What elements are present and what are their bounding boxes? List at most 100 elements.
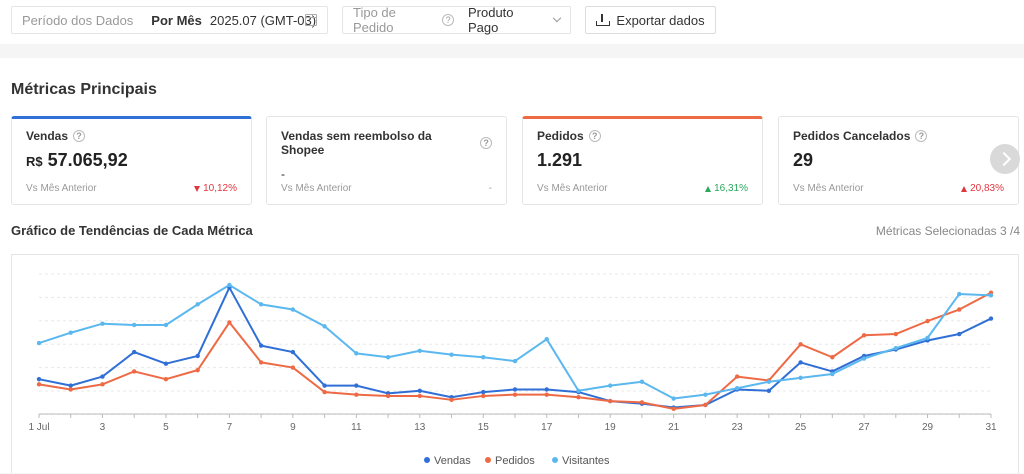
- data-point-vendas: [132, 349, 137, 355]
- series-line-visitantes: [38, 284, 992, 400]
- period-label: Período dos Dados: [22, 12, 134, 28]
- change-value: 16,31%: [714, 183, 748, 194]
- data-point-pedidos: [893, 331, 898, 337]
- data-point-visitantes: [36, 340, 42, 346]
- metric-card-pedidos-cancelados[interactable]: Pedidos Cancelados? 29 Vs Mês Anterior 2…: [778, 116, 1019, 205]
- help-icon[interactable]: ?: [442, 14, 454, 26]
- data-point-visitantes: [132, 322, 137, 328]
- data-point-visitantes: [671, 396, 676, 401]
- data-point-visitantes: [512, 358, 518, 364]
- x-tick-label: 31: [985, 422, 997, 433]
- metric-card-vendas[interactable]: Vendas? R$ 57.065,92 Vs Mês Anterior 10,…: [11, 116, 252, 205]
- data-point-visitantes: [322, 324, 327, 329]
- data-point-visitantes: [861, 356, 867, 361]
- data-point-vendas: [512, 387, 518, 392]
- x-tick-label: 3: [100, 422, 106, 433]
- data-point-vendas: [417, 388, 422, 393]
- data-point-visitantes: [988, 293, 994, 298]
- x-tick-label: 5: [163, 422, 169, 433]
- help-icon[interactable]: ?: [915, 130, 928, 142]
- x-tick-label: 7: [227, 422, 233, 433]
- help-icon[interactable]: ?: [480, 137, 492, 149]
- period-mode: Por Mês: [151, 12, 202, 28]
- data-point-vendas: [544, 387, 549, 392]
- help-icon[interactable]: ?: [73, 130, 86, 142]
- data-point-vendas: [258, 343, 264, 348]
- data-point-visitantes: [227, 282, 232, 288]
- data-point-pedidos: [798, 342, 803, 347]
- card-title-text: Pedidos: [537, 129, 584, 143]
- data-point-pedidos: [417, 393, 422, 399]
- chevron-right-icon[interactable]: [990, 144, 1020, 174]
- x-tick-label: 1 Jul: [28, 422, 49, 433]
- x-tick-label: 17: [541, 422, 553, 433]
- compare-label: Vs Mês Anterior: [281, 183, 352, 194]
- metric-card-pedidos[interactable]: Pedidos? 1.291 Vs Mês Anterior 16,31%: [522, 116, 763, 205]
- card-value-text: 57.065,92: [42, 150, 128, 170]
- metric-card-vendas-sem-reembolso[interactable]: Vendas sem reembolso da Shopee? - Vs Mês…: [266, 116, 507, 205]
- data-point-pedidos: [957, 307, 962, 312]
- data-point-visitantes: [354, 351, 359, 356]
- x-tick-label: 29: [922, 422, 934, 433]
- data-point-pedidos: [639, 400, 645, 405]
- legend-label-visitantes: Visitantes: [562, 455, 610, 467]
- data-point-visitantes: [68, 330, 73, 335]
- card-footer: Vs Mês Anterior 20,83%: [793, 183, 1004, 194]
- help-icon[interactable]: ?: [588, 130, 601, 142]
- x-tick-label: 9: [290, 422, 296, 433]
- data-point-pedidos: [861, 333, 867, 338]
- data-point-vendas: [481, 389, 486, 395]
- card-title-text: Vendas: [26, 129, 69, 143]
- data-point-vendas: [354, 383, 359, 388]
- compare-label: Vs Mês Anterior: [26, 183, 97, 194]
- data-point-visitantes: [417, 348, 422, 353]
- data-point-pedidos: [925, 318, 930, 324]
- data-point-visitantes: [639, 379, 645, 384]
- data-point-visitantes: [734, 386, 740, 391]
- card-title: Pedidos Cancelados?: [793, 129, 1004, 143]
- card-value: 29: [793, 150, 814, 170]
- data-point-vendas: [798, 360, 803, 365]
- period-selector[interactable]: Período dos Dados Por Mês 2025.07 (GMT-0…: [11, 6, 328, 34]
- data-point-visitantes: [290, 307, 296, 312]
- compare-label: Vs Mês Anterior: [793, 183, 864, 194]
- compare-label: Vs Mês Anterior: [537, 183, 608, 194]
- card-footer: Vs Mês Anterior -: [281, 183, 492, 194]
- data-point-vendas: [163, 361, 169, 366]
- data-point-visitantes: [798, 375, 803, 381]
- export-label: Exportar dados: [616, 12, 705, 28]
- data-point-vendas: [195, 353, 200, 359]
- data-point-pedidos: [36, 382, 42, 387]
- data-point-vendas: [68, 383, 73, 388]
- data-point-visitantes: [100, 321, 105, 326]
- order-type-select[interactable]: Tipo de Pedido ? Produto Pago: [342, 5, 571, 35]
- export-button[interactable]: Exportar dados: [585, 6, 716, 34]
- change-value: 20,83%: [970, 183, 1004, 194]
- data-point-pedidos: [163, 376, 169, 382]
- arrow-up-icon: [705, 185, 712, 192]
- selected-metrics[interactable]: Métricas Selecionadas 3 /4: [875, 224, 1020, 238]
- data-point-pedidos: [132, 369, 137, 374]
- data-point-visitantes: [195, 302, 200, 307]
- trend-chart: 1 Jul 3 5 7 9 11 13 15 17 19 21 23 25 27 29 31 Vendas Ped…: [28, 273, 997, 467]
- chart-title: Gráfico de Tendências de Cada Métrica: [11, 223, 253, 238]
- card-title-text: Vendas sem reembolso da Shopee: [281, 129, 432, 157]
- x-tick-label: 11: [351, 422, 362, 433]
- card-value: R$ 57.065,92: [26, 150, 237, 171]
- x-tick-label: 23: [732, 422, 744, 433]
- data-point-visitantes: [893, 346, 898, 351]
- x-tick-label: 21: [668, 422, 680, 433]
- data-point-visitantes: [449, 352, 454, 357]
- data-point-vendas: [290, 349, 296, 355]
- chevron-down-icon: [552, 13, 562, 23]
- data-point-pedidos: [227, 320, 232, 325]
- x-tick-label: 27: [859, 422, 871, 433]
- data-point-visitantes: [925, 335, 930, 341]
- data-point-visitantes: [163, 322, 169, 328]
- calendar-icon[interactable]: [305, 14, 317, 26]
- card-title: Pedidos?: [537, 129, 748, 143]
- data-point-visitantes: [481, 355, 486, 360]
- data-point-vendas: [957, 331, 962, 337]
- data-point-visitantes: [576, 388, 581, 393]
- arrow-up-icon: [961, 185, 968, 192]
